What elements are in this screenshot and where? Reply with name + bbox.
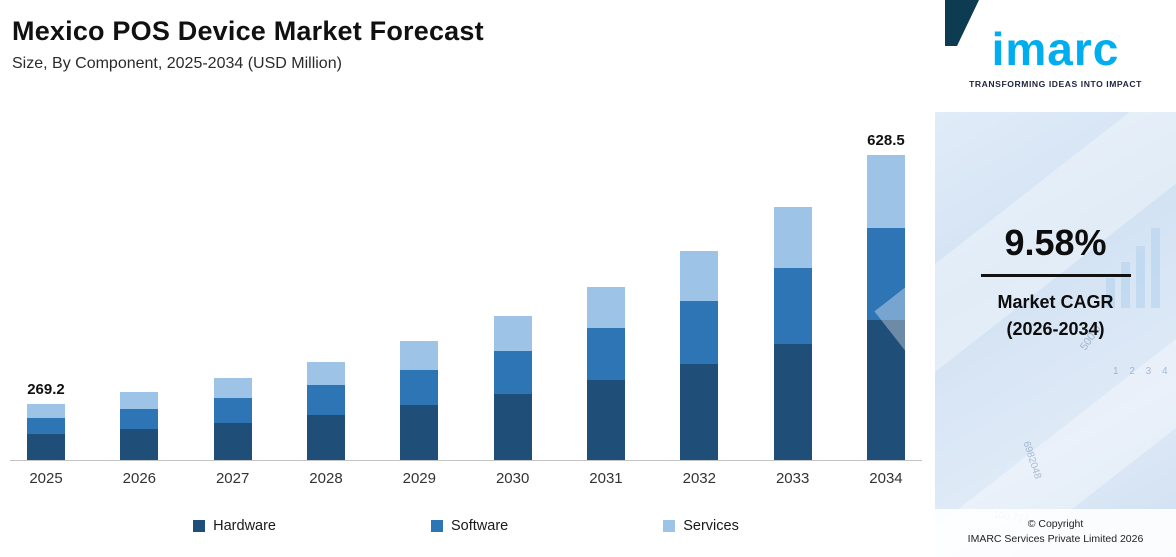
x-axis-label-2026: 2026 bbox=[122, 470, 157, 487]
x-axis-label-2031: 2031 bbox=[589, 470, 623, 487]
x-axis-label-2032: 2032 bbox=[682, 470, 716, 487]
x-axis-label-2025: 2025 bbox=[29, 470, 63, 487]
bar-column-2025: 269.2 bbox=[16, 381, 76, 460]
bar-stack-2032 bbox=[680, 250, 719, 460]
bar-stack-2029 bbox=[400, 341, 439, 460]
legend-label-software: Software bbox=[451, 518, 509, 534]
segment-software-2030 bbox=[493, 350, 532, 394]
legend-item-services: Services bbox=[663, 518, 739, 534]
segment-services-2027 bbox=[213, 378, 252, 398]
copyright: © Copyright IMARC Services Private Limit… bbox=[935, 508, 1176, 557]
x-axis-label-2034: 2034 bbox=[869, 470, 903, 487]
chart-title: Mexico POS Device Market Forecast bbox=[12, 16, 484, 46]
imarc-logo: imarc bbox=[991, 22, 1120, 75]
bar-column-2027 bbox=[203, 355, 263, 460]
segment-services-2032 bbox=[680, 250, 719, 301]
bar-stack-2030 bbox=[493, 316, 532, 460]
bar-column-2032 bbox=[669, 228, 729, 460]
bar-stack-2028 bbox=[306, 361, 345, 460]
segment-services-2025 bbox=[27, 404, 65, 418]
segment-hardware-2027 bbox=[213, 422, 252, 460]
x-axis-label-2030: 2030 bbox=[495, 470, 530, 487]
decor-bar-chart-icon bbox=[1106, 228, 1160, 308]
segment-hardware-2031 bbox=[586, 380, 625, 460]
segment-hardware-2028 bbox=[306, 414, 345, 460]
x-axis-label-2033: 2033 bbox=[775, 470, 810, 487]
chart-header: Mexico POS Device Market Forecast Size, … bbox=[12, 16, 484, 73]
cagr-block: 9.58% Market CAGR (2026-2034) bbox=[935, 222, 1176, 343]
segment-software-2026 bbox=[120, 408, 159, 429]
x-axis-label-2028: 2028 bbox=[309, 470, 343, 487]
logo-card: imarc TRANSFORMING IDEAS INTO IMPACT bbox=[935, 0, 1176, 112]
segment-software-2034 bbox=[866, 228, 905, 320]
chart-subtitle: Size, By Component, 2025-2034 (USD Milli… bbox=[12, 55, 342, 72]
segment-software-2032 bbox=[680, 300, 719, 364]
bar-stack-2026 bbox=[120, 392, 159, 460]
segment-hardware-2025 bbox=[27, 434, 65, 460]
x-axis-label-2027: 2027 bbox=[215, 470, 250, 487]
decor-number: 1 2 3 4 bbox=[1113, 366, 1172, 377]
bar-column-2028 bbox=[296, 339, 356, 460]
chart-legend: Hardware Software Services bbox=[10, 518, 922, 534]
x-axis-label-2029: 2029 bbox=[402, 470, 436, 487]
bar-stack-2025 bbox=[27, 404, 65, 460]
bar-total-label-2034: 628.5 bbox=[867, 132, 905, 150]
segment-hardware-2029 bbox=[400, 405, 439, 460]
segment-services-2033 bbox=[773, 207, 812, 268]
segment-services-2034 bbox=[866, 155, 905, 229]
segment-hardware-2033 bbox=[773, 343, 812, 460]
legend-swatch-services bbox=[663, 520, 676, 532]
bar-column-2026 bbox=[109, 369, 169, 460]
bar-stack-2031 bbox=[586, 286, 625, 460]
bar-column-2033 bbox=[763, 184, 823, 460]
segment-hardware-2026 bbox=[120, 428, 159, 460]
legend-label-hardware: Hardware bbox=[213, 518, 276, 534]
cagr-divider bbox=[980, 274, 1131, 277]
segment-hardware-2034 bbox=[866, 319, 905, 460]
legend-label-services: Services bbox=[683, 518, 739, 534]
segment-services-2030 bbox=[493, 316, 532, 351]
bar-column-2034: 628.5 bbox=[856, 132, 916, 460]
segment-hardware-2030 bbox=[493, 393, 532, 460]
logo-mark-icon bbox=[945, 0, 979, 46]
cagr-label: Market CAGR bbox=[997, 292, 1114, 312]
segment-software-2033 bbox=[773, 267, 812, 344]
bar-stack-2033 bbox=[773, 207, 812, 460]
bars-area: 269.2 628.5 bbox=[10, 130, 922, 461]
segment-services-2028 bbox=[306, 361, 345, 386]
segment-software-2025 bbox=[27, 417, 65, 435]
bar-column-2031 bbox=[576, 264, 636, 460]
legend-swatch-software bbox=[431, 520, 443, 532]
bar-total-label-2025: 269.2 bbox=[27, 381, 65, 399]
cagr-period: (2026-2034) bbox=[1006, 319, 1105, 339]
segment-software-2029 bbox=[400, 369, 439, 406]
segment-software-2028 bbox=[306, 385, 345, 415]
copyright-line2: IMARC Services Private Limited 2026 bbox=[967, 533, 1144, 546]
segment-services-2029 bbox=[400, 341, 439, 370]
legend-item-software: Software bbox=[431, 518, 508, 534]
legend-item-hardware: Hardware bbox=[193, 518, 276, 534]
bar-column-2030 bbox=[483, 293, 543, 460]
stacked-bar-chart: 269.2 628.5 2025 2026 2027 2028 2029 2030 2031 2… bbox=[10, 130, 922, 487]
bar-column-2029 bbox=[389, 318, 449, 460]
x-axis-labels: 2025 2026 2027 2028 2029 2030 2031 2032 2033 2034 bbox=[10, 470, 922, 487]
legend-swatch-hardware bbox=[193, 520, 206, 532]
segment-hardware-2032 bbox=[680, 363, 719, 460]
copyright-line1: © Copyright bbox=[1027, 517, 1084, 530]
segment-software-2027 bbox=[213, 398, 252, 423]
brand-panel: 500.01 2 3 46982048100.714 imarc TRANSFO… bbox=[874, 0, 1176, 557]
segment-services-2031 bbox=[586, 286, 625, 329]
segment-software-2031 bbox=[586, 328, 625, 381]
bar-stack-2034 bbox=[866, 155, 905, 460]
cagr-value: 9.58% bbox=[1004, 222, 1107, 263]
logo-tagline: TRANSFORMING IDEAS INTO IMPACT bbox=[969, 78, 1142, 89]
segment-services-2026 bbox=[120, 392, 159, 409]
bar-stack-2027 bbox=[213, 378, 252, 460]
